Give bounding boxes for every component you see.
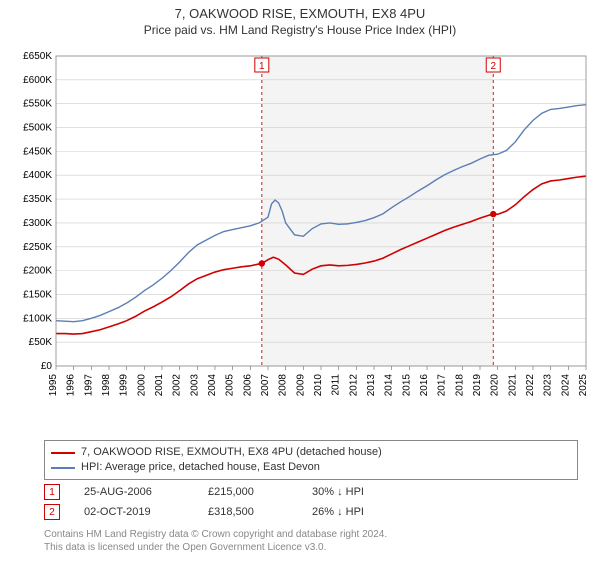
page-title: 7, OAKWOOD RISE, EXMOUTH, EX8 4PU xyxy=(0,6,600,21)
sale-diff: 30% ↓ HPI xyxy=(312,486,364,498)
svg-text:2024: 2024 xyxy=(560,374,571,397)
legend-swatch xyxy=(51,467,75,469)
svg-text:£400K: £400K xyxy=(23,170,52,181)
svg-text:2009: 2009 xyxy=(295,374,306,397)
svg-text:2021: 2021 xyxy=(507,374,518,397)
svg-text:2013: 2013 xyxy=(366,374,377,397)
svg-text:2003: 2003 xyxy=(189,374,200,397)
svg-text:1999: 1999 xyxy=(119,374,130,397)
legend-item-hpi: HPI: Average price, detached house, East… xyxy=(51,460,571,475)
svg-text:1998: 1998 xyxy=(101,374,112,397)
svg-text:£300K: £300K xyxy=(23,218,52,229)
svg-text:£50K: £50K xyxy=(29,337,53,348)
svg-text:2022: 2022 xyxy=(525,374,536,397)
legend: 7, OAKWOOD RISE, EXMOUTH, EX8 4PU (detac… xyxy=(44,440,578,480)
svg-text:2018: 2018 xyxy=(454,374,465,397)
svg-text:2008: 2008 xyxy=(278,374,289,397)
legend-label: 7, OAKWOOD RISE, EXMOUTH, EX8 4PU (detac… xyxy=(81,445,382,460)
svg-text:£500K: £500K xyxy=(23,123,52,134)
svg-text:1: 1 xyxy=(259,61,265,72)
svg-text:1996: 1996 xyxy=(66,374,77,397)
footer-attribution: Contains HM Land Registry data © Crown c… xyxy=(44,528,564,554)
svg-text:2005: 2005 xyxy=(225,374,236,397)
table-row: 2 02-OCT-2019 £318,500 26% ↓ HPI xyxy=(44,502,564,522)
sale-price: £215,000 xyxy=(208,486,288,498)
svg-text:£350K: £350K xyxy=(23,194,52,205)
svg-text:2023: 2023 xyxy=(543,374,554,397)
svg-text:2015: 2015 xyxy=(401,374,412,397)
sale-price: £318,500 xyxy=(208,506,288,518)
table-row: 1 25-AUG-2006 £215,000 30% ↓ HPI xyxy=(44,482,564,502)
svg-text:2006: 2006 xyxy=(242,374,253,397)
svg-text:£100K: £100K xyxy=(23,313,52,324)
svg-text:2025: 2025 xyxy=(578,374,589,397)
svg-text:£600K: £600K xyxy=(23,75,52,86)
svg-text:£0: £0 xyxy=(41,361,53,372)
svg-text:2007: 2007 xyxy=(260,374,271,397)
svg-text:2012: 2012 xyxy=(348,374,359,397)
legend-label: HPI: Average price, detached house, East… xyxy=(81,460,320,475)
sale-date: 25-AUG-2006 xyxy=(84,486,184,498)
sale-date: 02-OCT-2019 xyxy=(84,506,184,518)
svg-text:2020: 2020 xyxy=(490,374,501,397)
svg-text:£150K: £150K xyxy=(23,289,52,300)
svg-text:2002: 2002 xyxy=(172,374,183,397)
svg-text:2017: 2017 xyxy=(437,374,448,397)
legend-item-property: 7, OAKWOOD RISE, EXMOUTH, EX8 4PU (detac… xyxy=(51,445,571,460)
svg-text:£200K: £200K xyxy=(23,266,52,277)
svg-text:2004: 2004 xyxy=(207,374,218,397)
price-chart: £0 £50K £100K £150K £200K £250K £300K £350K £400… xyxy=(10,50,590,430)
svg-text:£250K: £250K xyxy=(23,242,52,253)
svg-text:2016: 2016 xyxy=(419,374,430,397)
sale-diff: 26% ↓ HPI xyxy=(312,506,364,518)
svg-text:2010: 2010 xyxy=(313,374,324,397)
svg-text:£550K: £550K xyxy=(23,99,52,110)
svg-text:2014: 2014 xyxy=(384,374,395,397)
legend-swatch xyxy=(51,452,75,454)
svg-text:£450K: £450K xyxy=(23,146,52,157)
svg-text:£650K: £650K xyxy=(23,51,52,62)
page-subtitle: Price paid vs. HM Land Registry's House … xyxy=(0,23,600,37)
sale-marker-icon: 1 xyxy=(44,484,60,500)
svg-text:2001: 2001 xyxy=(154,374,165,397)
sale-marker-icon: 2 xyxy=(44,504,60,520)
svg-text:2000: 2000 xyxy=(136,374,147,397)
svg-text:1997: 1997 xyxy=(83,374,94,397)
svg-text:2: 2 xyxy=(490,61,496,72)
sales-table: 1 25-AUG-2006 £215,000 30% ↓ HPI 2 02-OC… xyxy=(44,482,564,522)
svg-text:2019: 2019 xyxy=(472,374,483,397)
svg-text:2011: 2011 xyxy=(331,374,342,396)
svg-text:1995: 1995 xyxy=(48,374,59,397)
